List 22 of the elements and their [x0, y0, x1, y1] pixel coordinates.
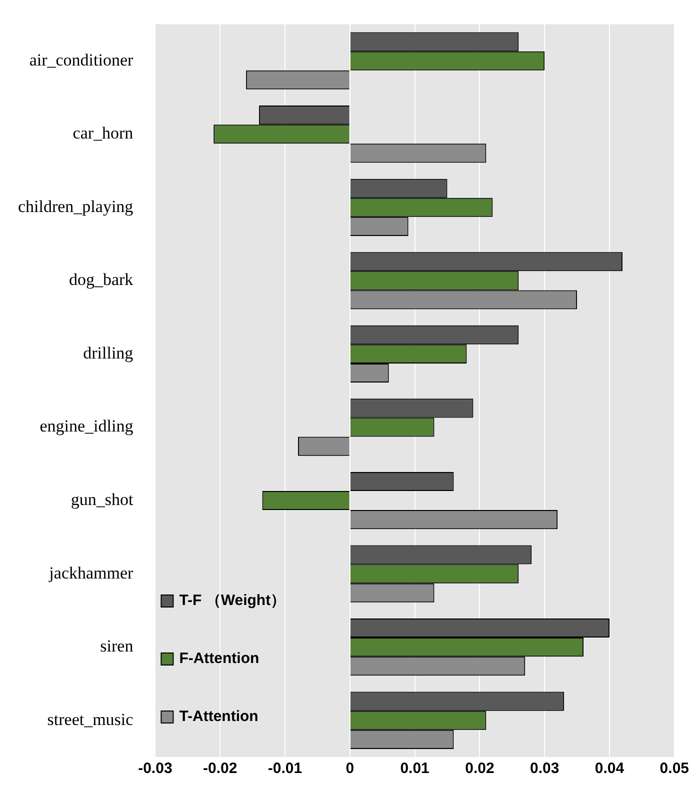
y-tick-label: gun_shot	[70, 490, 134, 509]
y-tick-label: car_horn	[72, 124, 134, 143]
y-tick-label: street_music	[47, 710, 134, 729]
legend-label: T-Attention	[179, 708, 258, 726]
x-tick-label: 0.03	[530, 760, 560, 778]
x-tick-label: -0.01	[268, 760, 302, 778]
legend-label: T-F （Weight）	[179, 592, 286, 610]
x-tick-label: 0.04	[594, 760, 625, 778]
x-tick-label: 0.05	[660, 760, 690, 778]
y-tick-label: drilling	[83, 343, 134, 362]
y-tick-label: air_conditioner	[29, 50, 134, 70]
x-tick-label: 0	[346, 760, 354, 778]
y-tick-label: engine_idling	[40, 416, 134, 436]
y-tick-label: dog_bark	[68, 270, 134, 290]
x-tick-label: 0.02	[465, 760, 494, 778]
x-tick-label: 0.01	[400, 760, 430, 778]
y-tick-label: children_playing	[18, 196, 134, 216]
x-tick-label: -0.02	[202, 760, 238, 778]
x-tick-label: -0.03	[138, 760, 172, 778]
y-tick-label: jackhammer	[48, 563, 134, 582]
legend-label: F-Attention	[179, 650, 260, 668]
y-tick-label: siren	[100, 636, 134, 656]
